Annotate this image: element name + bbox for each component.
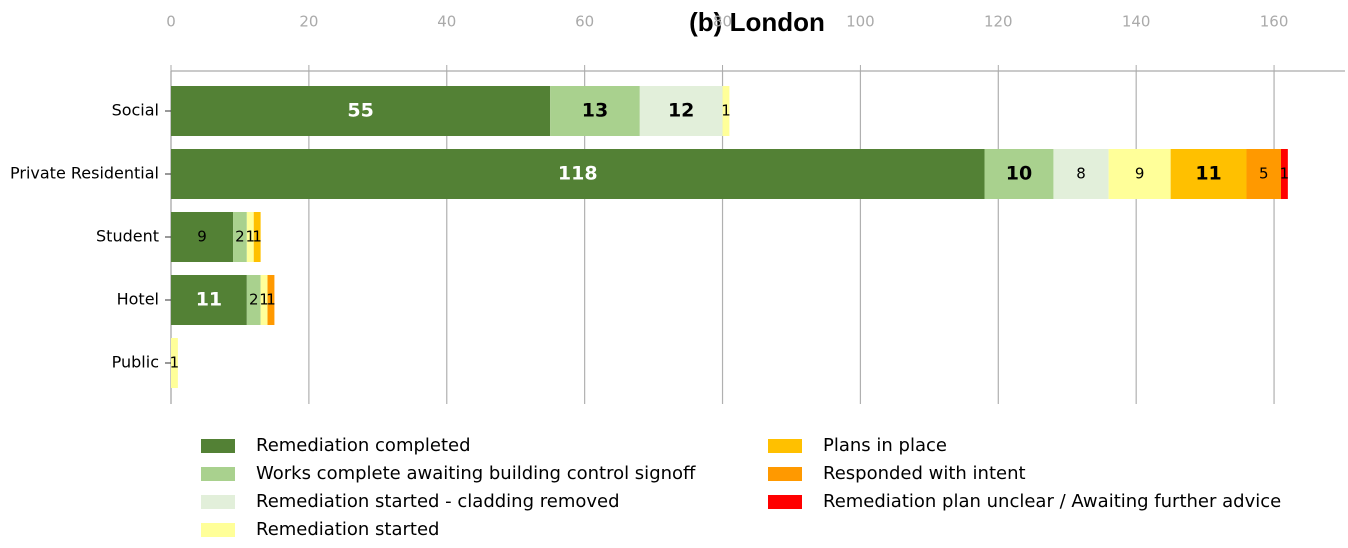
data-label: 8 (1076, 165, 1086, 183)
x-tick-label: 140 (1122, 13, 1151, 31)
data-label: 13 (582, 100, 608, 122)
y-tick-label: Public (112, 353, 159, 372)
data-label: 1 (721, 102, 731, 120)
legend-swatch (201, 523, 235, 537)
data-label: 1 (246, 228, 256, 246)
data-label: 1 (252, 228, 262, 246)
y-tick-label: Hotel (117, 290, 159, 309)
x-tick-label: 160 (1260, 13, 1289, 31)
legend-swatch (201, 495, 235, 509)
bar-segment (1246, 149, 1281, 199)
y-tick-label: Student (96, 227, 159, 246)
bar-segment (1170, 149, 1247, 199)
data-label: 9 (197, 228, 207, 246)
bar-segment (253, 212, 261, 262)
data-label: 12 (668, 100, 694, 122)
x-tick-label: 60 (575, 13, 594, 31)
data-label: 9 (1135, 165, 1145, 183)
bar-segment (722, 86, 730, 136)
bar-segment (1108, 149, 1171, 199)
data-label: 1 (259, 291, 269, 309)
legend-label: Responded with intent (823, 463, 1026, 484)
bar-segment (267, 275, 275, 325)
bar-segment (639, 86, 723, 136)
data-label: 1 (170, 354, 180, 372)
data-label: 11 (1195, 163, 1221, 185)
bar-segment (1280, 149, 1288, 199)
data-label: 1 (266, 291, 276, 309)
legend-label: Remediation started (256, 519, 439, 540)
legend-swatch (768, 439, 802, 453)
legend-label: Remediation plan unclear / Awaiting furt… (823, 491, 1281, 512)
x-tick-label: 0 (166, 13, 176, 31)
x-tick-label: 80 (713, 13, 732, 31)
chart-title: (b) London (689, 7, 825, 37)
legend-swatch (768, 467, 802, 481)
bar-segment (171, 338, 178, 388)
legend-swatch (768, 495, 802, 509)
data-label: 10 (1006, 163, 1032, 185)
legend-label: Remediation completed (256, 435, 471, 456)
bar-segment (171, 275, 247, 325)
bar-segment (260, 275, 268, 325)
legend-label: Remediation started - cladding removed (256, 491, 620, 512)
data-label: 2 (249, 291, 259, 309)
bar-segment (984, 149, 1054, 199)
data-label: 118 (558, 163, 598, 185)
data-label: 5 (1259, 165, 1269, 183)
legend-label: Plans in place (823, 435, 947, 456)
data-label: 1 (1280, 165, 1290, 183)
x-tick-label: 120 (984, 13, 1013, 31)
legend-label: Works complete awaiting building control… (256, 463, 696, 484)
bar-segment (171, 212, 234, 262)
legend-swatch (201, 467, 235, 481)
legend-swatch (201, 439, 235, 453)
bar-segment (171, 149, 985, 199)
x-tick-label: 40 (437, 13, 456, 31)
bar-segment (246, 212, 254, 262)
y-tick-label: Social (112, 101, 159, 120)
bar-segment (233, 212, 247, 262)
data-label: 11 (196, 289, 222, 311)
bar-segment (550, 86, 640, 136)
data-label: 2 (235, 228, 245, 246)
y-tick-label: Private Residential (10, 164, 159, 183)
bar-segment (171, 86, 551, 136)
x-tick-label: 100 (846, 13, 875, 31)
x-tick-label: 20 (299, 13, 318, 31)
data-label: 55 (347, 100, 373, 122)
bar-segment (246, 275, 261, 325)
bar-segment (1053, 149, 1109, 199)
